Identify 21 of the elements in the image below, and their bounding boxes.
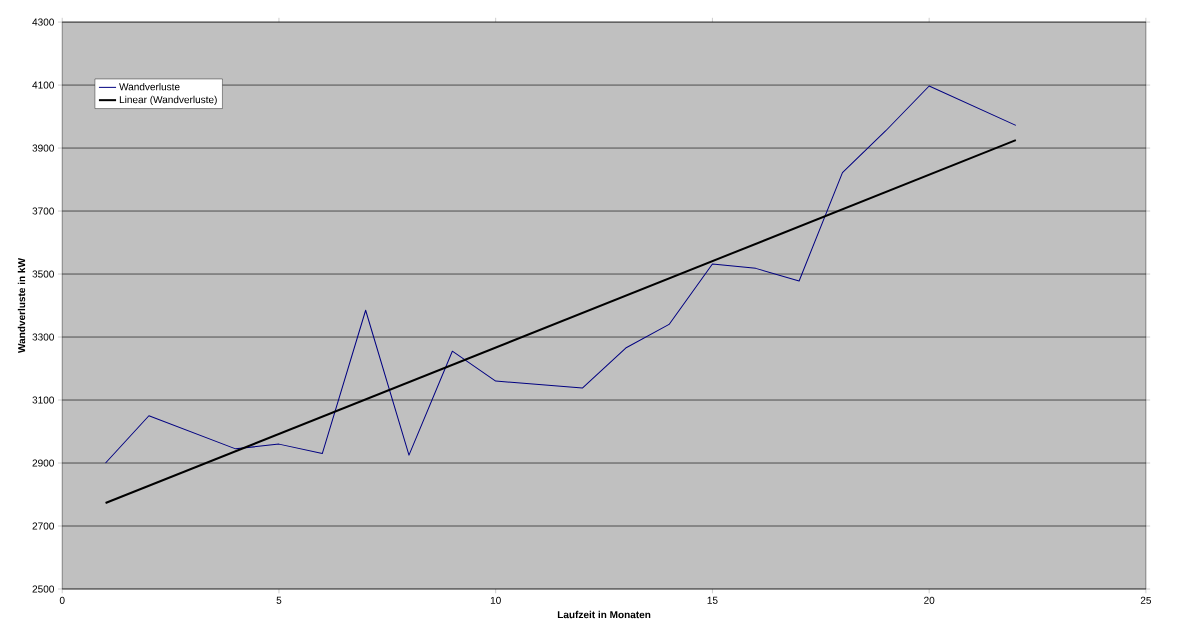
y-axis-title: Wandverluste in kW (17, 257, 26, 353)
legend-label: Linear (Wandverluste) (119, 95, 217, 106)
y-tick-label: 3100 (32, 396, 54, 404)
x-axis-title: Laufzeit in Monaten (557, 610, 651, 619)
x-tick-label: 15 (707, 596, 718, 604)
y-tick-label: 3300 (32, 333, 54, 341)
y-tick-label: 4100 (32, 81, 54, 89)
x-tick-label: 10 (490, 596, 501, 604)
y-tick-label: 3700 (32, 207, 54, 215)
x-tick-label: 20 (924, 596, 935, 604)
legend-label: Wandverluste (119, 82, 180, 91)
y-tick-label: 3500 (32, 270, 54, 278)
x-tick-label: 0 (59, 596, 65, 604)
y-tick-label: 2500 (32, 585, 54, 593)
y-tick-label: 2700 (32, 522, 54, 530)
y-tick-label: 2900 (32, 459, 54, 467)
x-tick-label: 5 (276, 596, 282, 604)
line-series (105, 85, 1017, 464)
y-tick-label: 3900 (32, 144, 54, 152)
x-tick-label: 25 (1140, 596, 1152, 604)
y-tick-label: 4300 (32, 18, 54, 26)
